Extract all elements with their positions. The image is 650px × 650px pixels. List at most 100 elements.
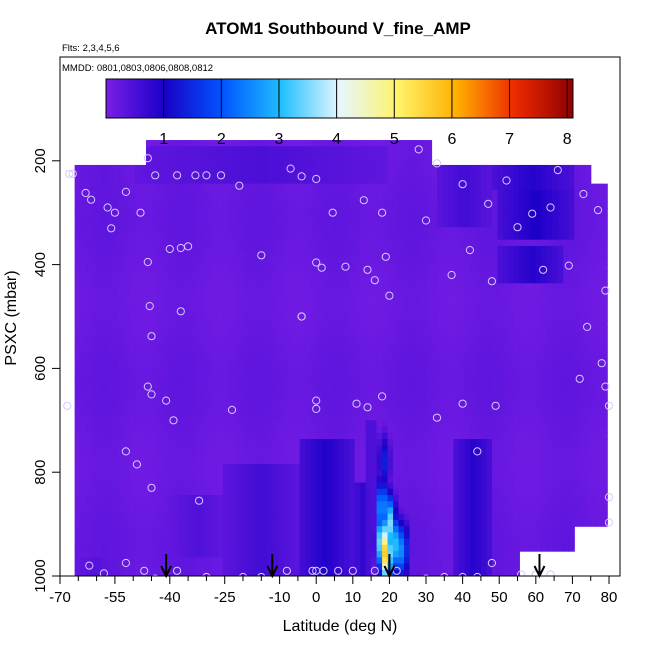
heatmap-cell bbox=[360, 532, 367, 540]
heatmap-cell bbox=[343, 414, 350, 421]
heatmap-cell bbox=[266, 277, 273, 284]
heatmap-cell bbox=[310, 476, 317, 484]
heatmap-cell bbox=[228, 252, 235, 259]
heatmap-cell bbox=[239, 395, 246, 403]
heatmap-cell bbox=[107, 426, 114, 434]
heatmap-cell bbox=[382, 183, 389, 191]
heatmap-cell bbox=[222, 301, 229, 309]
heatmap-cell bbox=[360, 208, 367, 216]
heatmap-cell bbox=[266, 202, 273, 210]
heatmap-cell bbox=[91, 320, 98, 328]
heatmap-cell bbox=[409, 189, 416, 197]
heatmap-cell bbox=[316, 526, 323, 534]
heatmap-cell bbox=[239, 401, 246, 409]
heatmap-cell bbox=[277, 538, 284, 546]
heatmap-cell bbox=[156, 314, 164, 322]
heatmap-cell bbox=[146, 420, 153, 428]
heatmap-cell bbox=[310, 270, 317, 278]
heatmap-cell bbox=[74, 264, 81, 272]
heatmap-cell bbox=[255, 320, 262, 328]
heatmap-cell bbox=[404, 557, 411, 565]
heatmap-cell bbox=[321, 445, 328, 453]
heatmap-cell bbox=[299, 339, 306, 347]
heatmap-cell bbox=[404, 140, 411, 147]
heatmap-cell bbox=[310, 358, 317, 365]
heatmap-cell bbox=[277, 395, 284, 403]
heatmap-cell bbox=[107, 438, 114, 446]
heatmap-cell bbox=[244, 258, 251, 266]
heatmap-cell bbox=[305, 463, 312, 471]
heatmap-cell bbox=[283, 301, 290, 309]
heatmap-cell bbox=[162, 152, 169, 160]
heatmap-cell bbox=[365, 258, 372, 266]
heatmap-cell bbox=[118, 277, 125, 284]
heatmap-cell bbox=[102, 270, 109, 278]
heatmap-cell bbox=[365, 283, 372, 291]
heatmap-cell bbox=[80, 320, 87, 328]
heatmap-cell bbox=[365, 364, 372, 372]
heatmap-cell bbox=[305, 252, 312, 259]
heatmap-cell bbox=[151, 333, 158, 340]
heatmap-cell bbox=[447, 463, 455, 471]
heatmap-cell bbox=[74, 326, 81, 334]
heatmap-cell bbox=[420, 438, 427, 446]
heatmap-cell bbox=[74, 252, 81, 259]
heatmap-cell bbox=[426, 364, 433, 372]
heatmap-cell bbox=[189, 177, 197, 185]
heatmap-cell bbox=[458, 538, 466, 546]
heatmap-cell bbox=[146, 507, 153, 515]
heatmap-cell bbox=[162, 308, 169, 316]
heatmap-cell bbox=[107, 407, 114, 415]
heatmap-cell bbox=[415, 544, 422, 552]
heatmap-cell bbox=[277, 264, 284, 272]
heatmap-cell bbox=[305, 557, 312, 565]
heatmap-cell bbox=[113, 221, 120, 228]
heatmap-cell bbox=[338, 513, 345, 521]
heatmap-cell bbox=[113, 526, 120, 534]
heatmap-cell bbox=[162, 438, 169, 446]
heatmap-cell bbox=[162, 208, 169, 216]
heatmap-cell bbox=[250, 196, 257, 203]
heatmap-cell bbox=[453, 463, 460, 471]
heatmap-cell bbox=[316, 308, 323, 316]
heatmap-cell bbox=[299, 295, 306, 303]
heatmap-cell bbox=[365, 563, 372, 571]
heatmap-cell bbox=[338, 140, 345, 147]
heatmap-cell bbox=[321, 401, 328, 409]
heatmap-cell bbox=[426, 457, 433, 465]
heatmap-cell bbox=[431, 270, 438, 278]
heatmap-cell bbox=[96, 264, 103, 272]
heatmap-cell bbox=[211, 358, 218, 365]
heatmap-cell bbox=[222, 376, 229, 384]
heatmap-cell bbox=[288, 196, 295, 203]
heatmap-cell bbox=[129, 395, 136, 403]
heatmap-cell bbox=[118, 538, 125, 546]
heatmap-cell bbox=[233, 432, 240, 440]
heatmap-cell bbox=[129, 183, 136, 191]
heatmap-cell bbox=[146, 339, 153, 347]
heatmap-cell bbox=[458, 221, 466, 228]
heatmap-cell bbox=[360, 420, 367, 428]
heatmap-cell bbox=[354, 376, 361, 384]
heatmap-cell bbox=[349, 395, 356, 403]
heatmap-cell bbox=[80, 563, 87, 571]
heatmap-cell bbox=[371, 438, 378, 446]
heatmap-cell bbox=[447, 544, 455, 552]
heatmap-cell bbox=[332, 183, 339, 191]
heatmap-cell bbox=[261, 476, 268, 484]
heatmap-cell bbox=[255, 233, 262, 241]
heatmap-cell bbox=[332, 301, 339, 309]
heatmap-cell bbox=[124, 289, 131, 297]
heatmap-cell bbox=[156, 171, 164, 179]
heatmap-cell bbox=[360, 463, 367, 471]
heatmap-cell bbox=[156, 389, 164, 396]
heatmap-cell bbox=[343, 501, 350, 509]
heatmap-cell bbox=[458, 445, 466, 453]
heatmap-cell bbox=[376, 538, 383, 546]
heatmap-cell bbox=[464, 295, 471, 303]
heatmap-cell bbox=[360, 401, 367, 409]
heatmap-cell bbox=[360, 382, 367, 390]
heatmap-cell bbox=[102, 283, 109, 291]
heatmap-cell bbox=[206, 420, 213, 428]
heatmap-cell bbox=[332, 445, 339, 453]
